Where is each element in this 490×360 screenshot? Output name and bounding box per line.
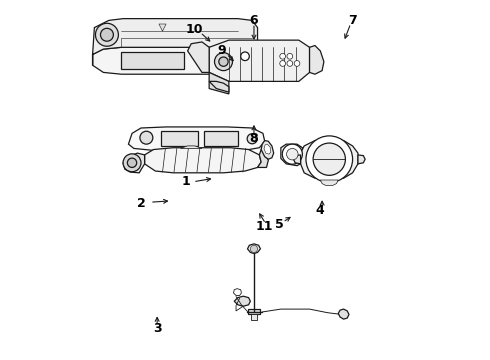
Circle shape (282, 144, 302, 164)
Bar (251, 314, 257, 320)
Circle shape (219, 57, 228, 66)
Polygon shape (128, 127, 265, 150)
Polygon shape (209, 72, 229, 94)
Circle shape (280, 53, 286, 59)
Polygon shape (234, 289, 242, 296)
Text: 11: 11 (256, 220, 273, 233)
Circle shape (287, 53, 293, 59)
Polygon shape (294, 155, 300, 164)
Circle shape (280, 60, 286, 66)
Bar (248, 309, 260, 315)
Polygon shape (258, 149, 269, 167)
Circle shape (127, 158, 137, 167)
Text: 10: 10 (186, 23, 203, 36)
Bar (204, 131, 238, 146)
Text: 3: 3 (153, 322, 161, 335)
Polygon shape (264, 144, 271, 154)
Text: 9: 9 (218, 44, 226, 57)
Circle shape (287, 148, 298, 160)
Text: 6: 6 (249, 14, 258, 27)
Circle shape (250, 245, 258, 252)
Polygon shape (320, 180, 338, 185)
Polygon shape (300, 139, 358, 180)
Circle shape (247, 134, 257, 144)
Text: 5: 5 (275, 218, 283, 231)
Circle shape (313, 143, 345, 175)
Circle shape (215, 53, 232, 71)
Polygon shape (93, 47, 258, 74)
Circle shape (123, 154, 141, 172)
Polygon shape (188, 42, 209, 72)
Polygon shape (159, 24, 166, 31)
Circle shape (306, 136, 353, 183)
Circle shape (96, 23, 119, 46)
Circle shape (241, 52, 249, 60)
Polygon shape (310, 45, 324, 74)
Polygon shape (234, 296, 250, 306)
Polygon shape (358, 155, 365, 164)
Polygon shape (338, 309, 349, 319)
Polygon shape (247, 244, 260, 253)
Circle shape (100, 28, 113, 41)
Polygon shape (209, 40, 310, 81)
Polygon shape (180, 146, 202, 148)
Bar (161, 131, 198, 146)
Polygon shape (123, 153, 145, 173)
Text: 7: 7 (348, 14, 357, 27)
Text: 4: 4 (316, 204, 325, 217)
Circle shape (294, 60, 300, 66)
Text: 2: 2 (137, 197, 146, 210)
Circle shape (287, 60, 293, 66)
Text: 1: 1 (181, 175, 190, 188)
Polygon shape (261, 140, 274, 159)
Circle shape (140, 131, 153, 144)
Bar (122, 51, 184, 69)
Polygon shape (145, 148, 261, 173)
Polygon shape (281, 144, 304, 166)
Polygon shape (209, 81, 229, 92)
Text: 8: 8 (249, 132, 258, 145)
Polygon shape (93, 19, 258, 65)
